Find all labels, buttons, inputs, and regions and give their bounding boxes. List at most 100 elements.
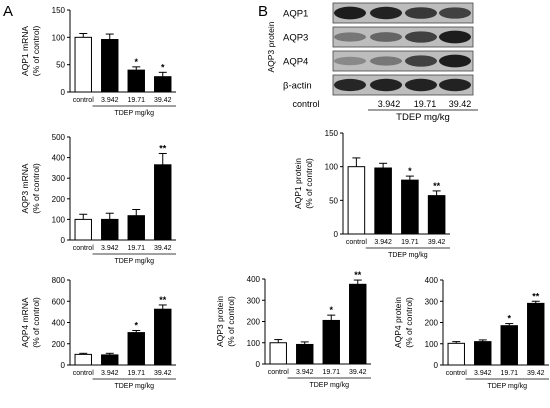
blot-band [370, 6, 402, 20]
y-tick-label: 100 [247, 339, 261, 348]
blot-group-label: TDEP mg/kg [396, 112, 450, 123]
y-axis-label: (% of control) [31, 297, 41, 348]
category-label: 3.942 [101, 97, 119, 104]
y-axis-label: (% of control) [226, 296, 236, 347]
blot-band [439, 7, 471, 19]
blot-band [405, 78, 437, 92]
y-tick-label: 150 [325, 129, 339, 138]
bar [127, 332, 145, 366]
blot-category-label: control [292, 99, 319, 109]
chart-aqp3-mrna: 0 100 200 300 400 500 AQP3 mRNA (% of control) c… [20, 133, 176, 265]
significance-marker: ** [433, 181, 441, 191]
bar [154, 76, 172, 93]
category-label: 39.42 [349, 369, 367, 376]
bar [154, 164, 172, 241]
significance-marker: * [408, 166, 412, 176]
blot-band [370, 32, 402, 42]
significance-marker: ** [354, 270, 362, 280]
category-label: 39.42 [154, 97, 172, 104]
blot-band [370, 56, 402, 66]
blot-row-label: β-actin [283, 81, 312, 92]
category-label: 19.71 [500, 370, 518, 377]
y-tick-label: 400 [425, 276, 439, 285]
significance-marker: * [134, 320, 138, 330]
bar [401, 179, 419, 235]
y-tick-label: 200 [52, 340, 66, 349]
y-tick-label: 500 [52, 133, 66, 142]
blot-band [405, 7, 437, 19]
blot-band [439, 54, 471, 68]
category-label: 3.942 [101, 370, 119, 377]
y-tick-label: 50 [329, 196, 338, 205]
significance-marker: ** [159, 295, 167, 305]
blot-strip [332, 50, 474, 72]
y-tick-label: 100 [325, 163, 339, 172]
y-tick-label: 300 [52, 174, 66, 183]
blot-strip [332, 26, 474, 48]
y-axis-label: AQP3 protein [215, 296, 225, 347]
y-axis-label: AQP4 protein [393, 297, 403, 348]
category-label: 3.942 [374, 239, 392, 246]
blot-y-label: AQP3 protein [266, 21, 276, 72]
bar [101, 354, 119, 366]
y-tick-label: 400 [52, 319, 66, 328]
y-tick-label: 0 [61, 361, 66, 370]
y-axis-label: (% of control) [31, 26, 41, 77]
bar [127, 69, 145, 93]
category-label: 39.42 [154, 245, 172, 252]
category-label: control [346, 239, 367, 246]
category-label: 39.42 [527, 370, 545, 377]
group-label: TDEP mg/kg [487, 383, 527, 390]
category-label: control [446, 370, 467, 377]
significance-marker: ** [159, 143, 167, 153]
category-label: 39.42 [428, 239, 446, 246]
category-label: 3.942 [101, 245, 119, 252]
chart-aqp4-mrna: 0 200 400 600 800 AQP4 mRNA (% of control) cont… [20, 276, 176, 390]
group-label: TDEP mg/kg [114, 258, 154, 265]
y-axis-label: (% of control) [404, 297, 414, 348]
y-tick-label: 150 [52, 6, 66, 15]
category-label: 39.42 [154, 370, 172, 377]
y-tick-label: 0 [61, 88, 66, 97]
category-label: 19.71 [127, 97, 145, 104]
blot-row-label: AQP3 [283, 33, 308, 44]
bar [349, 283, 367, 365]
chart-aqp1-protein: 0 50 100 150 AQP1 protein (% of control) contr… [293, 129, 450, 259]
bar [101, 218, 119, 241]
bar [322, 319, 340, 365]
bar [296, 343, 314, 365]
y-tick-label: 100 [52, 215, 66, 224]
y-axis-label: AQP1 protein [293, 158, 303, 209]
category-label: 3.942 [474, 370, 492, 377]
category-label: control [73, 370, 94, 377]
y-tick-label: 300 [247, 296, 261, 305]
western-blot: AQP1 AQP3 AQP4 β-actin AQP3 protein control 3.… [266, 2, 478, 123]
blot-band [405, 55, 437, 67]
y-tick-label: 100 [52, 33, 66, 42]
bar [474, 341, 492, 366]
y-tick-label: 400 [52, 154, 66, 163]
y-tick-label: 400 [247, 275, 261, 284]
blot-band [405, 31, 437, 43]
category-label: 19.71 [127, 245, 145, 252]
significance-marker: * [161, 62, 165, 72]
bar [427, 195, 446, 235]
blot-band [334, 32, 366, 42]
blot-band [439, 78, 471, 92]
blot-strip [332, 2, 474, 24]
category-label: 19.71 [322, 369, 340, 376]
bar [347, 166, 366, 235]
y-tick-label: 200 [247, 318, 261, 327]
category-label: control [73, 245, 94, 252]
blot-band [334, 56, 366, 66]
blot-row-label: AQP4 [283, 57, 308, 68]
bar [269, 342, 287, 365]
bar [154, 308, 172, 366]
y-tick-label: 0 [334, 230, 339, 239]
y-tick-label: 0 [256, 360, 261, 369]
significance-marker: ** [532, 291, 540, 301]
category-label: 19.71 [401, 239, 419, 246]
bar [374, 167, 392, 235]
blot-band [439, 30, 471, 44]
